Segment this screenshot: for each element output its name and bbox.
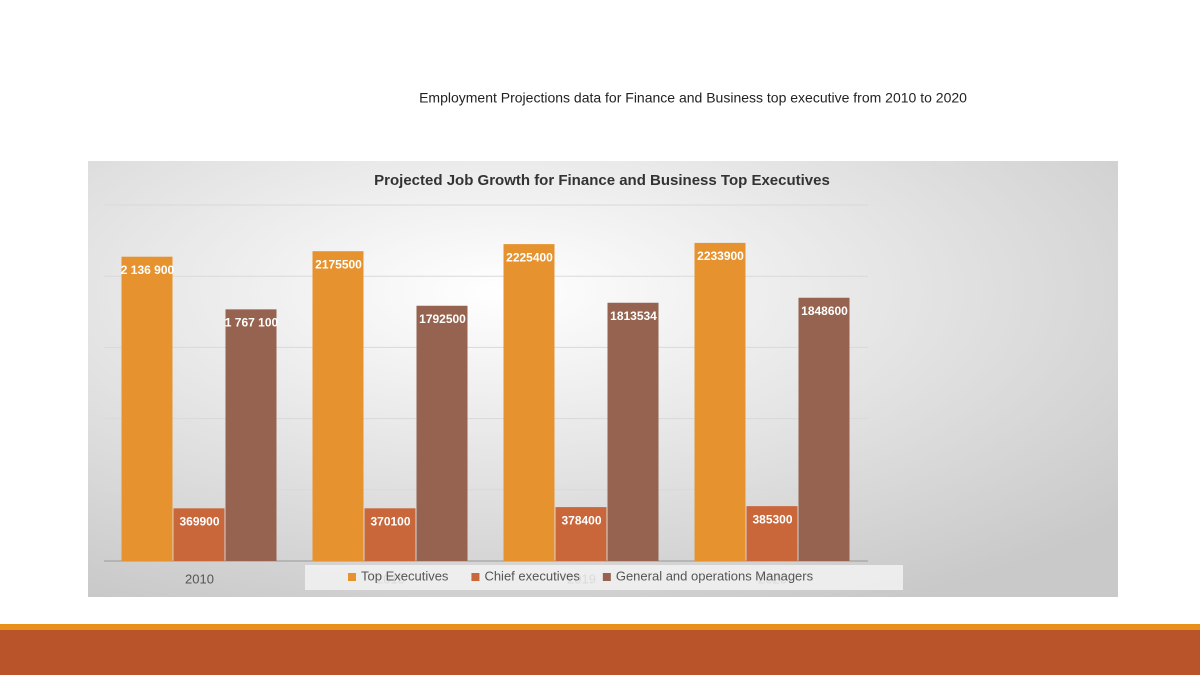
data-label: 385300 [752,512,792,526]
bar [798,297,850,561]
legend-label: General and operations Managers [616,568,814,583]
data-label: 2 136 900 [121,263,175,277]
footer-band [0,630,1200,675]
bar [121,256,173,561]
bar [694,242,746,561]
legend-swatch [348,573,356,581]
slide-title: Employment Projections data for Finance … [419,90,967,106]
bar [607,302,659,561]
chart-title: Projected Job Growth for Finance and Bus… [374,172,830,189]
bar [555,507,607,561]
data-label: 2225400 [506,250,553,264]
bar [746,506,798,561]
data-label: 1848600 [801,304,848,318]
legend-label: Top Executives [361,568,449,583]
bar [173,508,225,561]
data-label: 370100 [370,514,410,528]
legend-swatch [602,573,611,581]
data-label: 2175500 [315,257,362,271]
bar [364,508,416,561]
data-label: 1 767 100 [225,316,279,330]
bar [225,309,277,561]
data-label: 378400 [561,513,601,527]
data-label: 369900 [179,514,219,528]
data-label: 1792500 [419,312,466,326]
bar [416,305,468,561]
x-tick-label: 2010 [185,571,214,586]
legend-label: Chief executives [484,568,580,583]
data-label: 1813534 [610,309,657,323]
bar [503,244,555,562]
legend-swatch [471,573,480,581]
bar [312,251,364,561]
footer-stripe [0,624,1200,630]
data-label: 2233900 [697,249,744,263]
